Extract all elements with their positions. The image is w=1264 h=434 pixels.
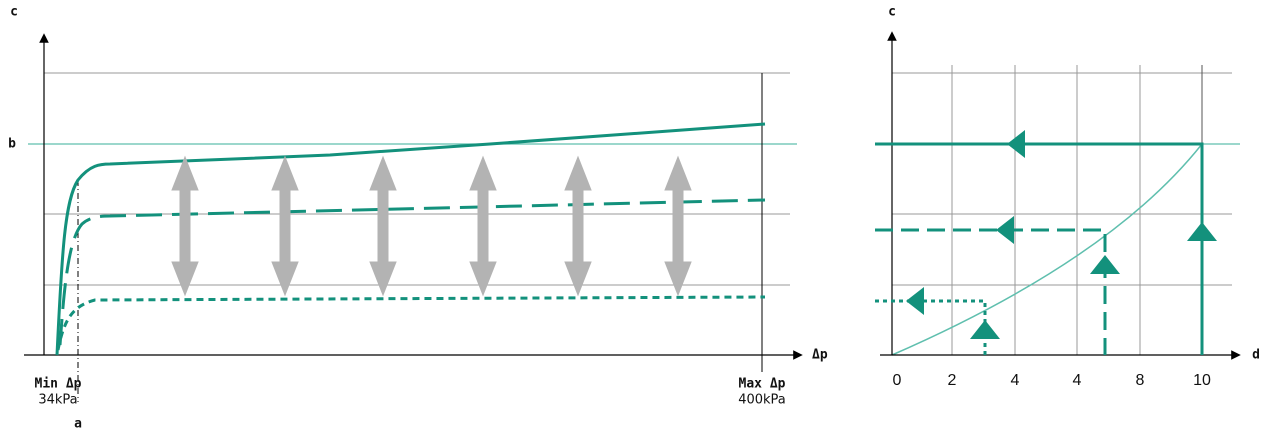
x-tick-label: 10 [1193,372,1211,389]
max-value: 400kPa [738,393,786,408]
min-value: 34kPa [38,393,77,408]
max-label: Max Δp [739,377,786,392]
x-tick-label: 2 [948,372,957,389]
y-label: c [10,5,18,20]
min-label: Min Δp [35,377,82,392]
b-label: b [8,137,16,152]
left-panel: c b a Δp Min Δp 34kPa Max Δp 400kPa [8,5,828,432]
x-tick-label: 4 [1073,372,1082,389]
x-tick-label: 0 [893,372,902,389]
x-tick-label: 4 [1011,372,1020,389]
gray-arrows [171,157,691,295]
x-tick-label: 8 [1136,372,1145,389]
a-label: a [74,417,82,432]
x-label: d [1252,348,1260,363]
x-label: Δp [812,348,828,363]
y-label: c [888,5,896,20]
right-panel: c d 0 2 4 4 8 10 [875,5,1260,389]
